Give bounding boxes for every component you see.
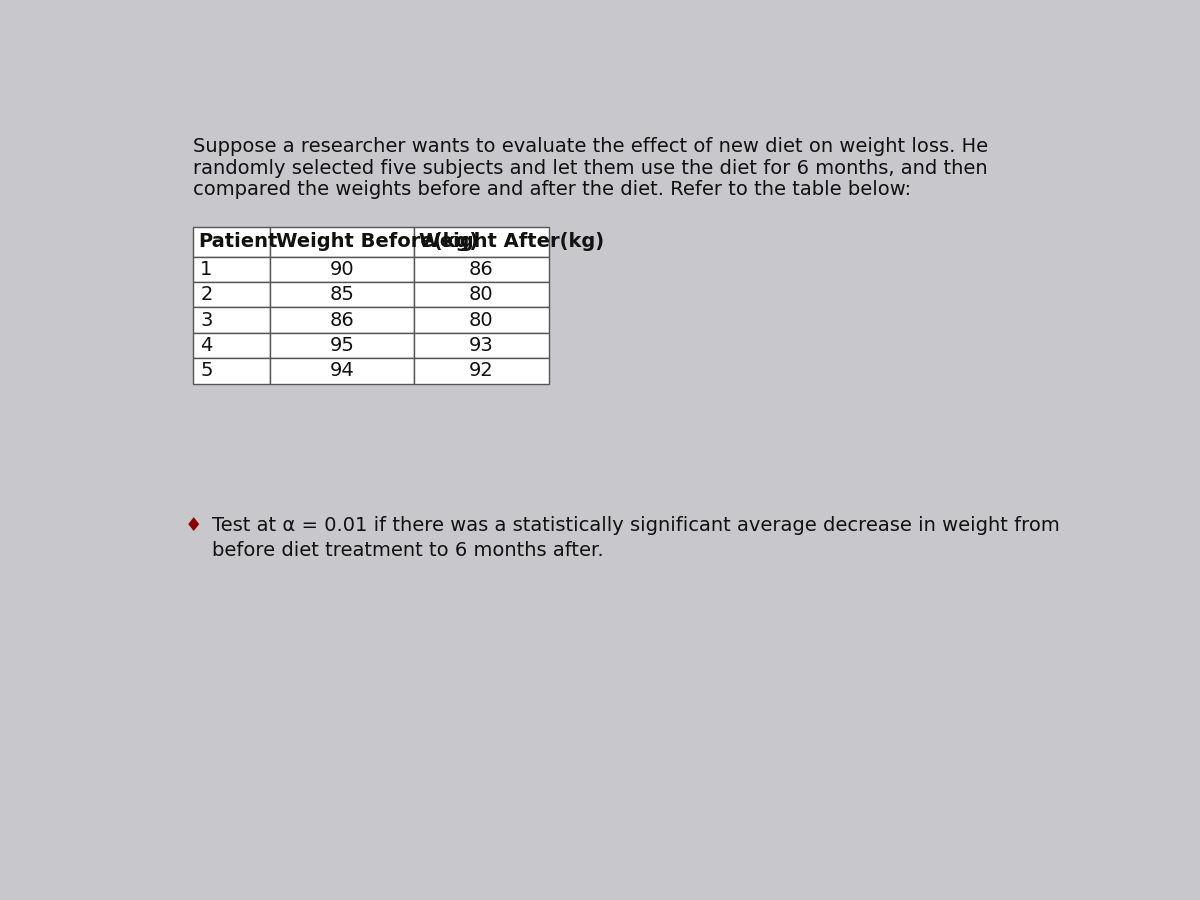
Bar bbox=[414, 308, 550, 333]
Text: Weight After(kg): Weight After(kg) bbox=[419, 232, 604, 251]
Text: 94: 94 bbox=[330, 362, 354, 381]
Bar bbox=[414, 358, 550, 383]
Text: 85: 85 bbox=[329, 285, 354, 304]
Text: 86: 86 bbox=[330, 310, 354, 329]
Bar bbox=[193, 282, 270, 308]
Text: 80: 80 bbox=[469, 310, 493, 329]
Text: 3: 3 bbox=[200, 310, 212, 329]
Text: 80: 80 bbox=[469, 285, 493, 304]
Text: 5: 5 bbox=[200, 362, 212, 381]
Text: 95: 95 bbox=[329, 336, 354, 355]
Text: 92: 92 bbox=[469, 362, 493, 381]
Bar bbox=[270, 308, 414, 333]
Bar bbox=[193, 308, 270, 333]
Bar bbox=[270, 256, 414, 282]
Text: 1: 1 bbox=[200, 260, 212, 279]
Bar bbox=[193, 256, 270, 282]
Bar bbox=[270, 228, 414, 256]
Text: 93: 93 bbox=[469, 336, 493, 355]
Bar bbox=[193, 358, 270, 383]
Text: 86: 86 bbox=[469, 260, 493, 279]
Bar bbox=[414, 282, 550, 308]
Text: randomly selected five subjects and let them use the diet for 6 months, and then: randomly selected five subjects and let … bbox=[193, 158, 988, 178]
Text: ♦: ♦ bbox=[185, 516, 203, 536]
Text: Test at α = 0.01 if there was a statistically significant average decrease in we: Test at α = 0.01 if there was a statisti… bbox=[212, 516, 1060, 536]
Bar bbox=[270, 358, 414, 383]
Text: before diet treatment to 6 months after.: before diet treatment to 6 months after. bbox=[212, 541, 604, 560]
Text: Weight Before(kg): Weight Before(kg) bbox=[276, 232, 478, 251]
Bar bbox=[193, 333, 270, 358]
Bar bbox=[414, 333, 550, 358]
Bar bbox=[414, 256, 550, 282]
Text: 90: 90 bbox=[330, 260, 354, 279]
Bar bbox=[193, 228, 270, 256]
Text: 4: 4 bbox=[200, 336, 212, 355]
Text: compared the weights before and after the diet. Refer to the table below:: compared the weights before and after th… bbox=[193, 180, 911, 200]
Bar bbox=[414, 228, 550, 256]
Text: 2: 2 bbox=[200, 285, 212, 304]
Bar bbox=[270, 282, 414, 308]
Bar bbox=[270, 333, 414, 358]
Text: Suppose a researcher wants to evaluate the effect of new diet on weight loss. He: Suppose a researcher wants to evaluate t… bbox=[193, 138, 988, 157]
Text: Patient: Patient bbox=[198, 232, 277, 251]
